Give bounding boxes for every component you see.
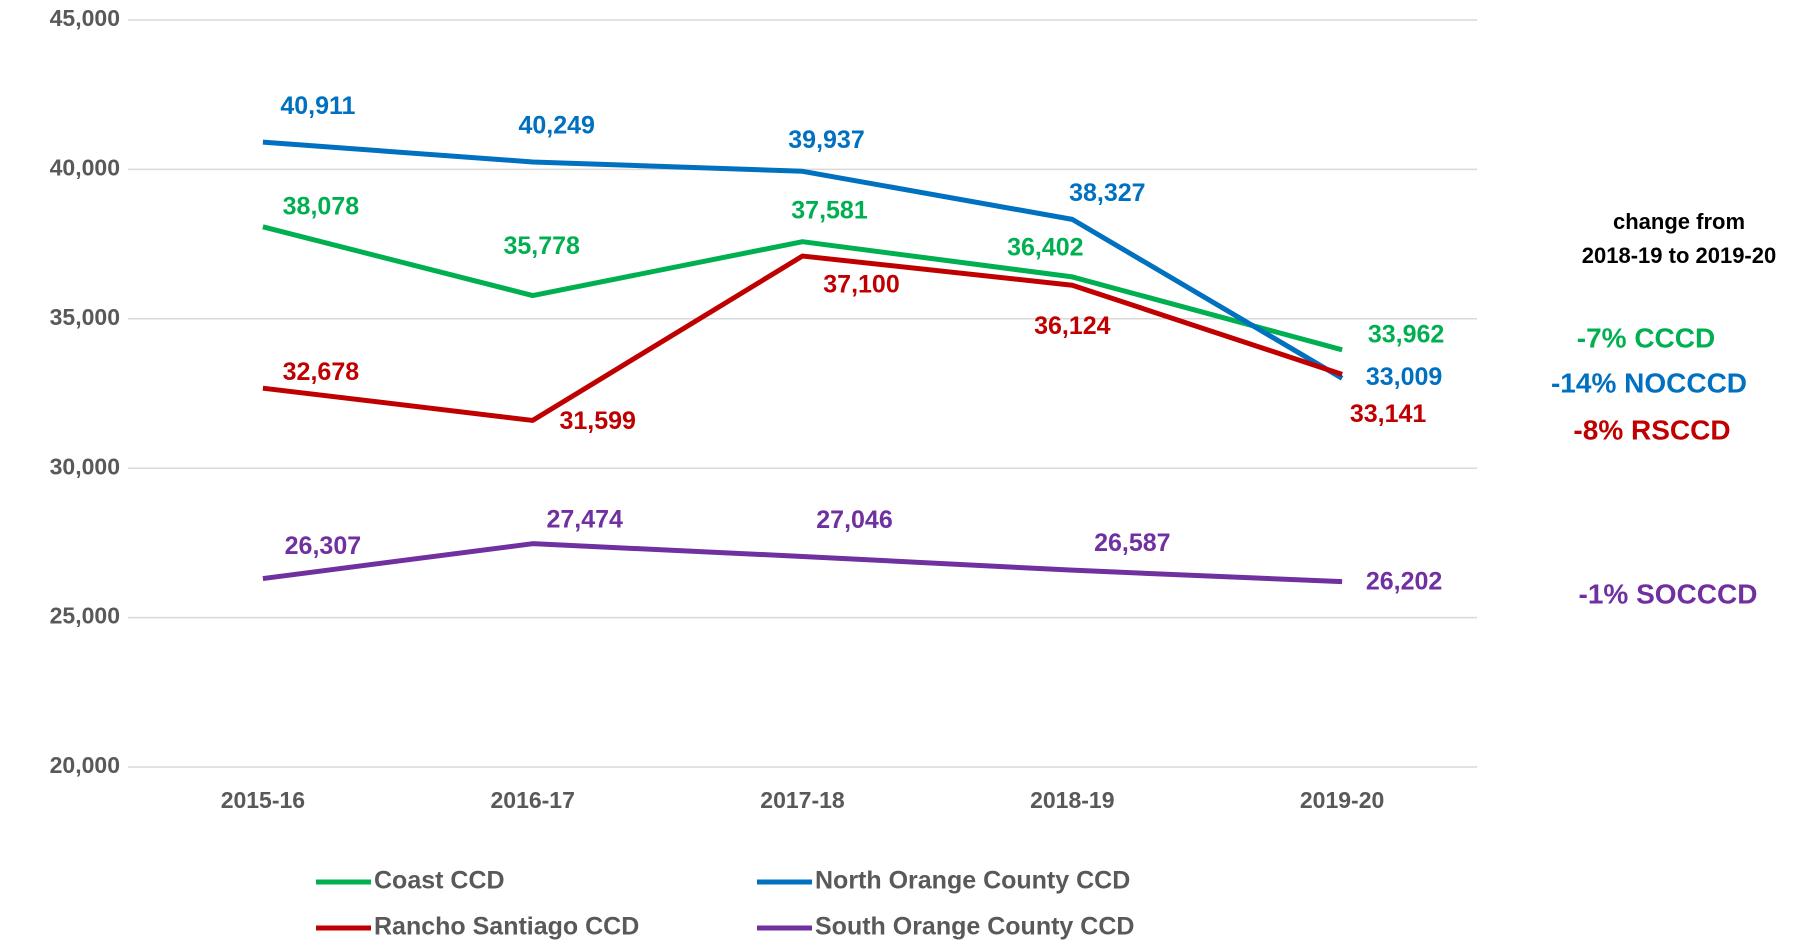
series-line bbox=[262, 139, 1344, 381]
y-tick-label: 25,000 bbox=[50, 603, 120, 629]
annotation: -14% NOCCCD bbox=[1551, 367, 1747, 398]
series-line bbox=[262, 541, 1343, 585]
annotation: -7% CCCD bbox=[1577, 322, 1715, 353]
annotation: 2018-19 to 2019-20 bbox=[1582, 243, 1776, 268]
data-label: 38,327 bbox=[1069, 179, 1145, 207]
y-tick-label: 40,000 bbox=[50, 154, 120, 180]
data-label: 33,962 bbox=[1368, 320, 1444, 348]
legend-label: North Orange County CCD bbox=[815, 867, 1130, 895]
x-tick-label: 2015-16 bbox=[221, 787, 305, 813]
data-label: 26,202 bbox=[1366, 567, 1442, 595]
data-label: 40,911 bbox=[280, 92, 355, 120]
x-tick-label: 2019-20 bbox=[1300, 787, 1384, 813]
y-tick-label: 20,000 bbox=[50, 752, 120, 778]
data-label: 33,141 bbox=[1350, 400, 1427, 428]
x-tick-label: 2017-18 bbox=[760, 787, 845, 813]
data-label: 36,124 bbox=[1034, 312, 1111, 340]
data-label: 36,402 bbox=[1007, 234, 1083, 262]
data-label: 26,307 bbox=[285, 532, 361, 560]
annotation: -8% RSCCD bbox=[1573, 414, 1730, 445]
data-label: 26,587 bbox=[1094, 529, 1170, 557]
legend-label: Rancho Santiago CCD bbox=[374, 913, 639, 941]
legend-label: Coast CCD bbox=[374, 867, 505, 895]
data-label: 40,249 bbox=[518, 112, 594, 140]
data-label: 37,100 bbox=[823, 271, 899, 299]
annotation: change from bbox=[1613, 209, 1745, 234]
y-tick-label: 35,000 bbox=[50, 304, 120, 330]
y-tick-label: 30,000 bbox=[50, 453, 120, 479]
series-line bbox=[262, 224, 1343, 353]
data-label: 27,046 bbox=[816, 506, 892, 534]
x-tick-label: 2016-17 bbox=[490, 787, 574, 813]
data-label: 33,009 bbox=[1366, 363, 1442, 391]
x-tick-label: 2018-19 bbox=[1030, 787, 1114, 813]
data-label: 32,678 bbox=[283, 358, 360, 386]
y-tick-label: 45,000 bbox=[50, 5, 120, 31]
data-label: 27,474 bbox=[546, 505, 623, 533]
data-label: 35,778 bbox=[503, 232, 580, 260]
data-label: 38,078 bbox=[283, 192, 360, 220]
data-label: 39,937 bbox=[788, 126, 864, 154]
data-label: 37,581 bbox=[791, 196, 868, 224]
series-line bbox=[262, 253, 1343, 423]
annotation: -1% SOCCCD bbox=[1579, 578, 1758, 609]
legend-label: South Orange County CCD bbox=[815, 913, 1134, 941]
data-label: 31,599 bbox=[559, 407, 635, 435]
